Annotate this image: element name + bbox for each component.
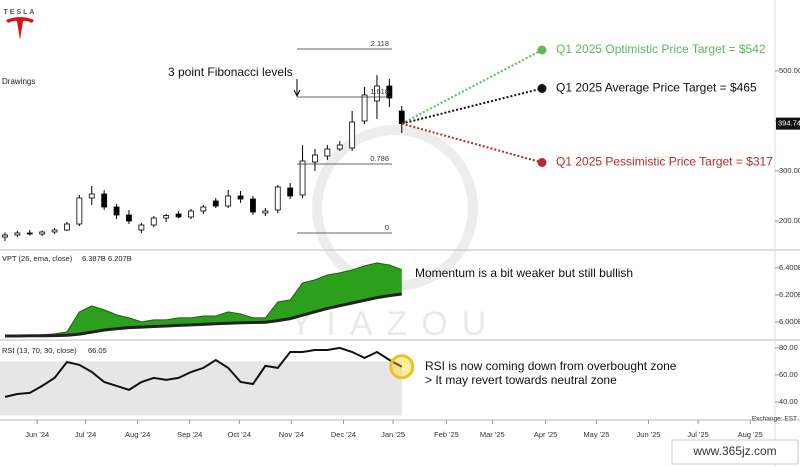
fib-label: 0 (385, 223, 389, 232)
last-price-label: 394.74 (778, 119, 800, 128)
exchange-label: Exchange: EST (752, 416, 797, 423)
target-dot (537, 84, 547, 93)
fib-arrow (293, 79, 301, 98)
rsi-highlight (389, 354, 415, 380)
target-line (401, 122, 543, 164)
candle-body (299, 160, 306, 196)
target-line (401, 49, 543, 125)
x-tick-label: May '25 (583, 430, 609, 439)
x-tick-label: Jul '24 (75, 430, 96, 439)
candle-body (237, 195, 244, 200)
fib-title: 3 point Fibonacci levels (168, 65, 293, 79)
candle-body (336, 144, 343, 150)
target-label: Q1 2025 Average Price Target = $465 (556, 81, 757, 95)
candle-body (88, 193, 95, 199)
fib-label: 2.118 (371, 39, 389, 48)
candle-body (51, 229, 58, 233)
header-value: 66.05 (88, 346, 107, 355)
fib-label: 0.786 (370, 154, 389, 163)
vpt-line (5, 262, 402, 337)
candle-body (39, 231, 46, 235)
candle-body (2, 234, 8, 238)
candle-body (386, 85, 393, 99)
candle-body (274, 186, 281, 211)
y-tick-label: 300.00 (779, 166, 800, 175)
candle-body (26, 232, 33, 235)
x-tick-label: Apr '25 (534, 430, 558, 439)
candle-body (188, 210, 194, 218)
last-price-box (776, 117, 800, 130)
rsi-band (0, 361, 402, 416)
x-tick-label: Jan '25 (381, 430, 405, 439)
candle-body (76, 197, 83, 225)
x-tick-label: Jun '24 (25, 430, 49, 439)
candle-body (113, 206, 120, 216)
x-tick-label: Oct '24 (228, 430, 252, 439)
candle-body (126, 214, 132, 222)
y-tick-label: 80.00 (779, 343, 798, 352)
x-tick-label: Jun '25 (637, 430, 661, 439)
logo (6, 17, 34, 40)
candle-body (138, 224, 145, 231)
candle-body (14, 232, 21, 236)
y-tick-label: 6.400B (779, 263, 800, 272)
target-line (401, 87, 543, 125)
candle-body (163, 215, 170, 219)
candle-body (324, 148, 331, 157)
panel-title: VPT (26, ema, close) (2, 254, 73, 263)
candle-body (398, 110, 405, 125)
y-tick-label: 500.00 (779, 66, 800, 75)
rsi-line (4, 346, 403, 398)
candle-body (212, 200, 219, 207)
candle-body (361, 94, 368, 122)
x-tick-label: Aug '24 (125, 430, 150, 439)
annotation: RSI is now coming down from overbought z… (425, 359, 677, 373)
brand: TESLA (4, 9, 37, 16)
candle-body (349, 121, 356, 149)
site-box (671, 439, 799, 465)
vpt-fill (5, 262, 402, 336)
x-tick-label: Nov '24 (279, 430, 304, 439)
watermark-ring (312, 125, 478, 291)
watermark-text: YIAZOU (290, 305, 501, 343)
target-dot (537, 45, 547, 55)
candle-body (287, 187, 294, 197)
x-tick-label: Jul '25 (687, 430, 708, 439)
candle-body (150, 217, 157, 226)
x-tick-label: Aug '25 (738, 430, 763, 439)
x-tick-label: Sep '24 (177, 430, 202, 439)
header-value: 6.207B (108, 254, 132, 263)
candle-body (225, 195, 232, 207)
x-tick-label: Feb '25 (434, 430, 459, 439)
candle-body (101, 193, 108, 208)
candle-body (64, 223, 70, 231)
candle-body (200, 206, 207, 212)
target-label: Q1 2025 Optimistic Price Target = $542 (556, 42, 766, 56)
candle-body (262, 210, 269, 214)
y-tick-label: 200.00 (779, 216, 800, 225)
drawings-label: Drawings (2, 77, 35, 86)
candle-body (250, 198, 256, 213)
y-tick-label: 60.00 (779, 370, 798, 379)
candle-body (374, 85, 380, 102)
fib-label: 1.618 (370, 87, 389, 96)
y-tick-label: 6.200B (779, 290, 800, 299)
panel-title: RSI (13, 70, 30, close) (2, 346, 77, 355)
site-text: www.365jz.com (692, 444, 776, 458)
candle-body (175, 213, 182, 218)
y-tick-label: 6.000B (779, 317, 800, 326)
x-tick-label: Mar '25 (480, 430, 505, 439)
target-dot (537, 158, 547, 167)
candle-body (312, 154, 318, 163)
annotation: > It may revert towards neutral zone (425, 373, 617, 387)
ema-line (5, 292, 402, 338)
header-value: 6.387B (82, 254, 106, 263)
x-tick-label: Dec '24 (331, 430, 356, 439)
y-tick-label: 40.00 (779, 397, 798, 406)
target-label: Q1 2025 Pessimistic Price Target = $317 (556, 155, 773, 169)
annotation: Momentum is a bit weaker but still bulli… (415, 266, 633, 280)
